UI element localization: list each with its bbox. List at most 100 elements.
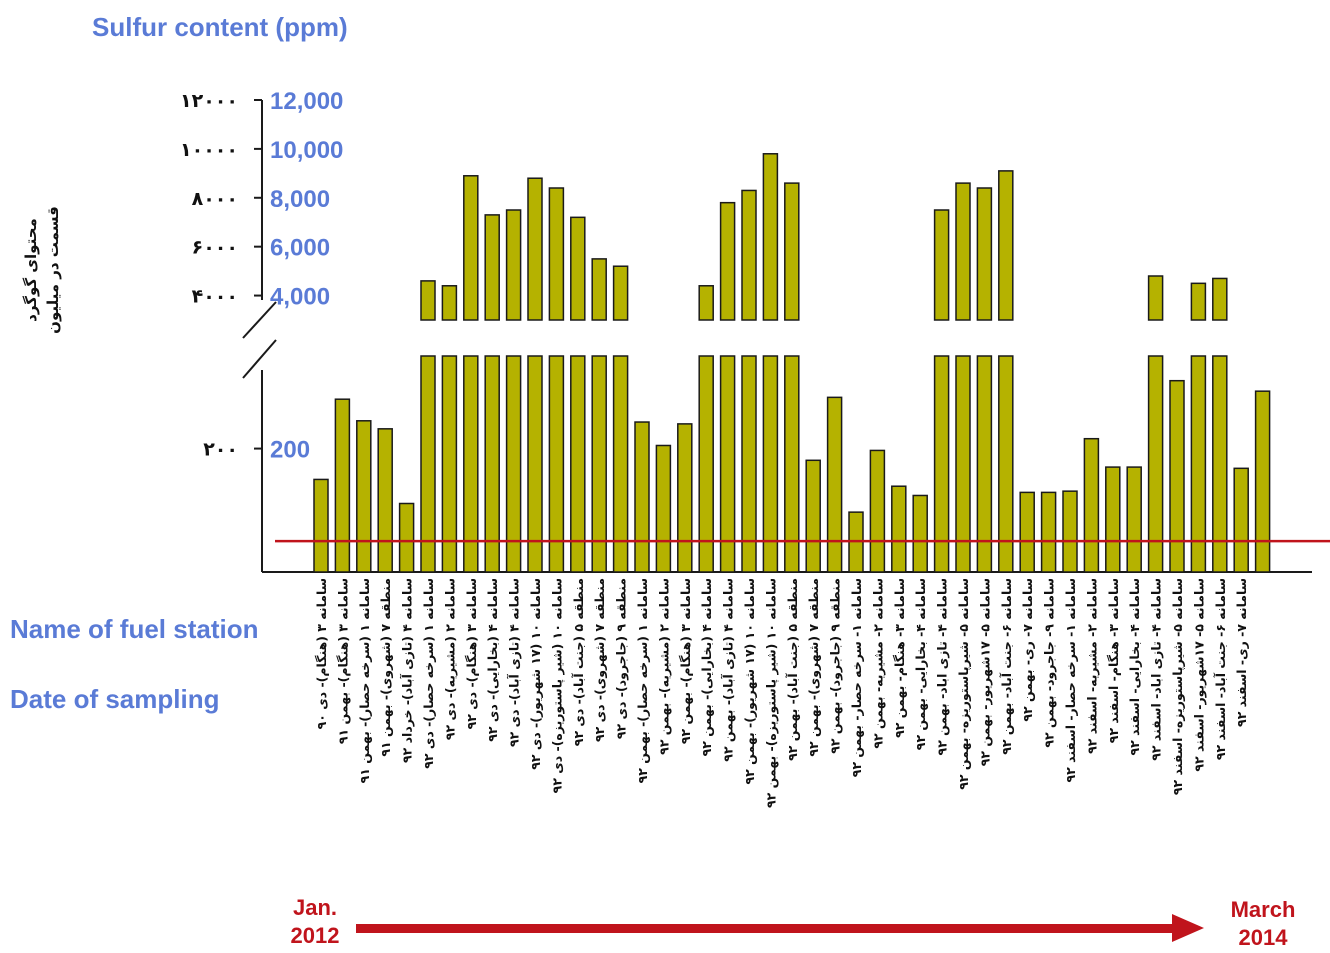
bar-lower-segment	[998, 355, 1014, 573]
x-tick-label: سامانه ۴ (بخارایی)- دی ۹۲	[485, 578, 500, 742]
bar	[334, 398, 351, 573]
x-tick-label: منطقه ۷ (شهروی)- دی ۹۲	[592, 578, 607, 742]
x-tick-label: سامانه ۵- شیرپاستوریزه- اسفند ۹۲	[1170, 578, 1185, 795]
bar-upper-segment	[548, 187, 565, 321]
x-tick-label: سامانه ۳- هنگام- اسفند ۹۲	[1106, 578, 1122, 743]
bar-lower-segment	[933, 355, 950, 573]
x-tick-label: سامانه ۵- ۱۷شهریور- بهمن ۹۲	[977, 578, 992, 766]
y-tick-label-en: 12,000	[270, 88, 343, 115]
bar-lower-segment	[1147, 355, 1164, 573]
x-tick-label: سامانه ۷- ری- اسفند ۹۲	[1234, 578, 1249, 727]
bar-upper-segment	[976, 187, 993, 321]
y-tick-label-en: 8,000	[270, 186, 330, 213]
x-axis-label-date: Date of sampling	[10, 684, 220, 714]
bar	[356, 420, 372, 573]
bar	[869, 449, 886, 573]
bar-upper-segment	[719, 201, 736, 321]
bar-upper-segment	[933, 209, 950, 321]
bar-lower-segment	[698, 355, 714, 573]
x-tick-label: سامانه ۶- جنت آباد- اسفند ۹۲	[1213, 578, 1228, 760]
x-tick-label: سامانه ۱- سرخه حصار- بهمن ۹۲	[849, 578, 864, 777]
axis-break-mark-lower	[242, 339, 277, 379]
bar	[1083, 437, 1100, 573]
x-tick-label: سامانه ۲- مشیریه- بهمن ۹۲	[870, 578, 885, 749]
bar	[912, 494, 928, 573]
x-tick-label: سامانه ۳- هنگام- بهمن ۹۲	[892, 578, 908, 738]
bar-upper-segment	[484, 214, 500, 321]
bar-upper-segment	[527, 177, 543, 321]
x-tick-label: سامانه ۳ (هنگام)- دی ۹۰	[314, 578, 330, 729]
bar	[826, 396, 843, 573]
x-tick-label: سامانه ۵- ۱۷شهریور- اسفند ۹۲	[1191, 578, 1206, 772]
bar	[377, 428, 393, 573]
bar-upper-segment	[505, 209, 522, 321]
x-tick-label: سامانه ۴ (تازی آباد)- دی ۹۲	[507, 578, 522, 747]
bar-lower-segment	[548, 355, 565, 573]
y-tick-label-en: 10,000	[270, 137, 343, 164]
bar	[805, 459, 821, 573]
bar	[1169, 379, 1185, 573]
x-tick-label: سامانه ۳ (هنگام)- دی ۹۲	[464, 578, 480, 729]
bar-upper-segment	[784, 182, 800, 321]
persian-y-axis-label: محتوای گوگرد قسمت در میلیون	[22, 206, 62, 334]
bar-series	[313, 153, 1271, 573]
bar-lower-segment	[762, 355, 779, 573]
start-date-label: Jan. 2012	[270, 894, 360, 950]
bar-upper-segment	[591, 258, 607, 321]
bar-upper-segment	[1212, 277, 1228, 321]
y-tick-label-en: 4,000	[270, 284, 330, 311]
arrow-shaft	[356, 924, 1176, 933]
bar	[677, 423, 693, 573]
x-tick-label: سامانه ۱- سرخه حصار- اسفند ۹۲	[1063, 578, 1078, 783]
bar-lower-segment	[612, 355, 629, 573]
x-tick-label: سامانه ۳ (هنگام)- بهمن ۹۲	[678, 578, 694, 744]
bar-lower-segment	[591, 355, 607, 573]
bar-upper-segment	[998, 170, 1014, 321]
bar-lower-segment	[741, 355, 757, 573]
arrow-head	[1172, 914, 1204, 942]
start-date-year: 2012	[290, 923, 340, 948]
x-tick-label: سامانه ۳ (هنگام)- بهمن ۹۱	[335, 578, 351, 744]
chart-title: Sulfur content (ppm)	[92, 12, 348, 42]
bar-lower-segment	[570, 355, 586, 573]
x-tick-label: سامانه ۲ (مشیریه)- بهمن ۹۲	[656, 578, 671, 755]
x-tick-label: منطقه ۵ (جنت آباد)- دی ۹۲	[571, 578, 586, 746]
y-tick-label-fa: ۱۰۰۰۰	[180, 139, 238, 161]
y-tick-label-fa: ۲۰۰	[203, 439, 238, 461]
x-tick-label: سامانه ۴ (بخارایی)- بهمن ۹۲	[699, 578, 714, 756]
x-tick-label: سامانه ۴- تازی اباد- اسفند ۹۲	[1149, 578, 1164, 761]
end-date-label: March 2014	[1213, 896, 1313, 952]
x-tick-label: سامانه ۵- شیرپاستوریزه- بهمن ۹۲	[956, 578, 971, 790]
y-tick-label-fa: ۴۰۰۰	[192, 286, 238, 308]
x-tick-label: منطقه ۵ (جنت آباد)- بهمن ۹۲	[785, 578, 800, 761]
bar-upper-segment	[612, 265, 629, 321]
bar-upper-segment	[420, 280, 436, 321]
x-tick-label: منطقه ۷ (شهروی)- بهمن ۹۱	[378, 578, 393, 757]
y-tick-label-en: 6,000	[270, 235, 330, 262]
bar	[1105, 466, 1121, 573]
x-axis-label-station: Name of fuel station	[10, 614, 259, 644]
bar-lower-segment	[976, 355, 993, 573]
x-tick-label: سامانه ۶- جنت آباد- بهمن ۹۲	[999, 578, 1014, 755]
x-tick-label: سامانه ۲- مشیریه- اسفند ۹۲	[1084, 578, 1099, 754]
bar	[398, 502, 415, 573]
x-tick-label: سامانه ۴- بخارایی- اسفند ۹۲	[1127, 578, 1142, 756]
bar-lower-segment	[484, 355, 500, 573]
bar-upper-segment	[1190, 282, 1207, 321]
y-tick-label-fa: ۸۰۰۰	[192, 188, 238, 210]
bar-upper-segment	[1147, 275, 1164, 321]
y-tick-label-en: 200	[270, 437, 310, 464]
bar-lower-segment	[527, 355, 543, 573]
x-tick-label: سامانه ۴- بخارایی- بهمن ۹۲	[913, 578, 928, 750]
bar-lower-segment	[1212, 355, 1228, 573]
x-tick-label: سامانه ۱۰ (شیر پاستوریزه)- بهمن ۹۲	[763, 578, 778, 808]
bar-lower-segment	[719, 355, 736, 573]
x-tick-label: منطقه ۹ (جاجرود)- دی ۹۲	[614, 578, 629, 739]
x-tick-label: سامانه ۱۰ (۱۷ شهریور)- دی ۹۲	[528, 578, 543, 770]
end-date-year: 2014	[1238, 925, 1288, 950]
bar-lower-segment	[784, 355, 800, 573]
x-tick-label: سامانه ۴ (تازی آباد)- خرداد ۹۲	[400, 578, 415, 763]
x-axis-labels: سامانه ۳ (هنگام)- دی ۹۰ سامانه ۳ (هنگام)-…	[314, 578, 1249, 808]
bar-lower-segment	[463, 355, 479, 573]
